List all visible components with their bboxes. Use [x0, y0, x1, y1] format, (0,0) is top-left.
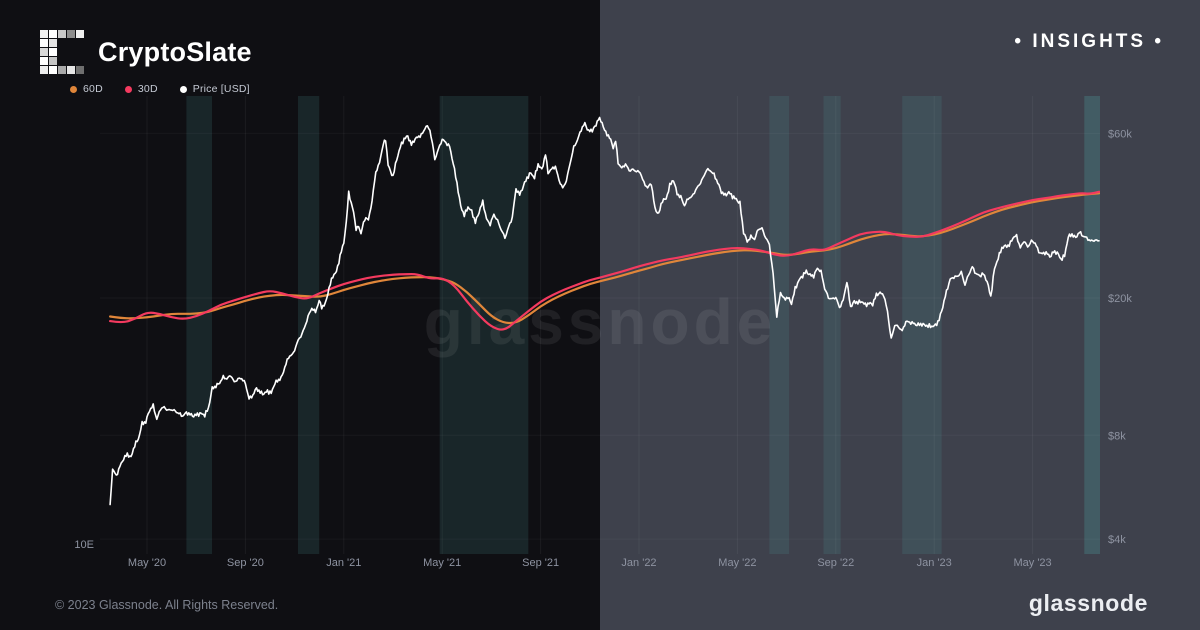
insights-label: • INSIGHTS • [1014, 31, 1164, 52]
logo-pixel [58, 66, 66, 74]
legend-item-price[interactable]: Price [USD] [179, 83, 250, 95]
logo-pixel [49, 39, 57, 47]
y-axis-tick-price: $20k [1108, 293, 1132, 305]
series-price-usd [109, 116, 1100, 506]
logo-pixel [76, 30, 84, 38]
legend-label-price: Price [USD] [192, 83, 250, 95]
logo-pixel [67, 66, 75, 74]
y-axis-tick-price: $60k [1108, 128, 1132, 140]
x-axis-tick: Sep '22 [817, 557, 854, 569]
glassnode-wordmark: glassnode [1028, 590, 1148, 616]
x-axis-tick: May '23 [1014, 557, 1052, 569]
y-axis-tick-price: $8k [1108, 430, 1126, 442]
x-axis-tick: May '21 [423, 557, 461, 569]
x-axis-tick: May '20 [128, 557, 166, 569]
logo-pixel [49, 57, 57, 65]
capitulation-band [186, 96, 212, 554]
logo-pixel [49, 66, 57, 74]
logo-pixel [40, 48, 48, 56]
logo-pixel [67, 30, 75, 38]
background-right [600, 0, 1200, 630]
brand-title: CryptoSlate [98, 36, 252, 67]
x-axis-tick: May '22 [718, 557, 756, 569]
logo-pixel [58, 30, 66, 38]
x-axis-tick: Jan '22 [621, 557, 656, 569]
logo-pixel [40, 57, 48, 65]
logo-pixel [40, 66, 48, 74]
logo-pixel [49, 30, 57, 38]
background-left [0, 0, 600, 630]
y-axis-tick-price: $4k [1108, 534, 1126, 546]
chart-legend: 60D 30D Price [USD] [70, 83, 250, 95]
cryptoslate-brand: CryptoSlate [40, 30, 252, 74]
legend-item-60d[interactable]: 60D [70, 83, 103, 95]
copyright-text: © 2023 Glassnode. All Rights Reserved. [55, 598, 279, 612]
logo-pixel [49, 48, 57, 56]
logo-pixel [76, 66, 84, 74]
capitulation-band [769, 96, 790, 554]
capitulation-band [298, 96, 320, 554]
legend-label-60d: 60D [83, 83, 103, 95]
glassnode-watermark: glassnode [424, 286, 777, 358]
series-30d [109, 190, 1100, 331]
logo-pixel [40, 30, 48, 38]
y-axis-tick-hashrate: 10E [74, 539, 94, 551]
legend-label-30d: 30D [137, 83, 158, 95]
capitulation-band [823, 96, 841, 554]
legend-dot-30d-icon [124, 85, 132, 93]
x-axis-tick: Jan '23 [917, 557, 952, 569]
x-axis-tick: Sep '20 [227, 557, 264, 569]
legend-item-30d[interactable]: 30D [124, 83, 158, 95]
x-axis-tick: Sep '21 [522, 557, 559, 569]
logo-pixel [40, 39, 48, 47]
legend-dot-60d-icon [70, 85, 77, 93]
legend-dot-price-icon [179, 85, 187, 93]
x-axis-tick: Jan '21 [326, 557, 361, 569]
capitulation-band [1084, 96, 1100, 554]
cryptoslate-logo-icon [40, 30, 84, 74]
